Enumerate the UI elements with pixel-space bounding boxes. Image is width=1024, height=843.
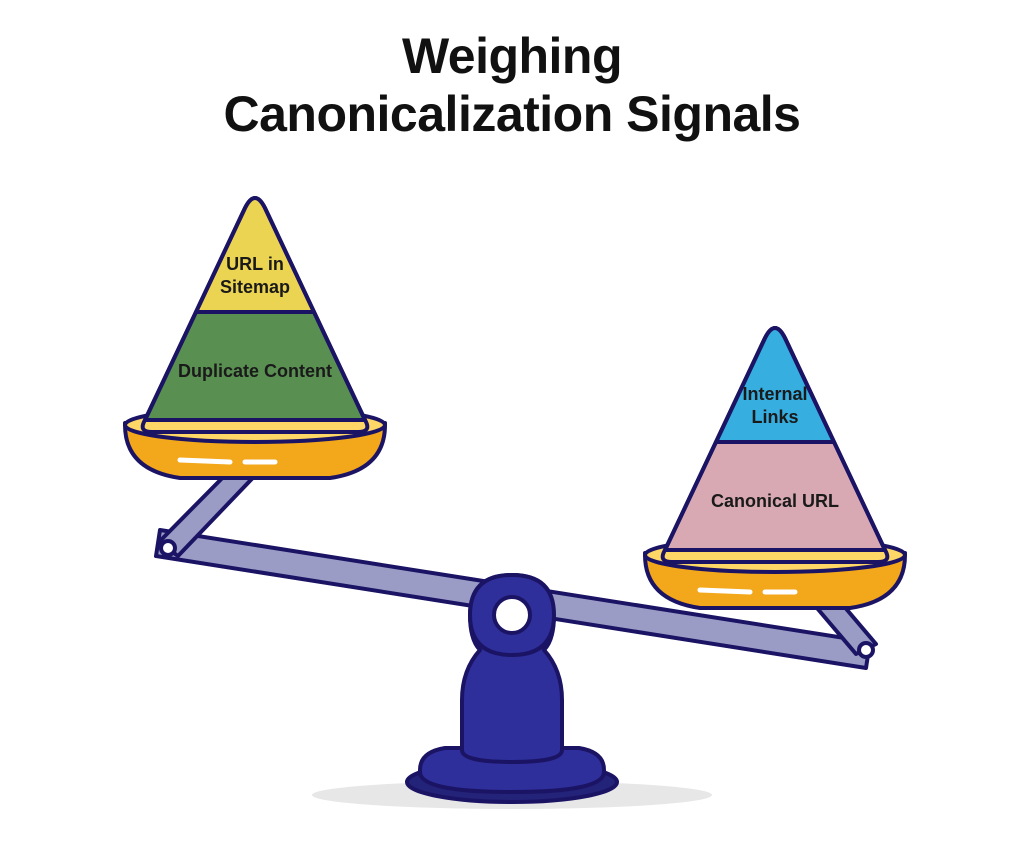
left-top-label: URL in Sitemap <box>195 253 315 298</box>
scale-hub-overlay <box>0 0 1024 843</box>
infographic-stage: Weighing Canonicalization Signals <box>0 0 1024 843</box>
right-bottom-label: Canonical URL <box>670 490 880 513</box>
left-bottom-label: Duplicate Content <box>150 360 360 383</box>
right-top-label: Internal Links <box>715 383 835 428</box>
